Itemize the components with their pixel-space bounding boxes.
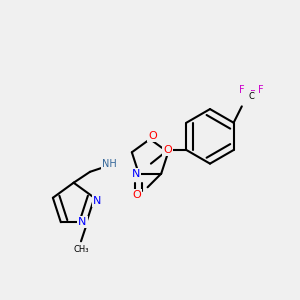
Text: NH: NH <box>102 159 116 169</box>
Text: C: C <box>248 92 254 101</box>
Text: O: O <box>163 145 172 155</box>
Text: F: F <box>258 85 264 95</box>
Text: N: N <box>93 196 101 206</box>
Text: O: O <box>148 131 157 141</box>
Text: N: N <box>78 217 87 227</box>
Text: O: O <box>132 190 141 200</box>
Text: F: F <box>239 85 244 95</box>
Text: N: N <box>132 169 140 178</box>
Text: F: F <box>250 91 256 100</box>
Text: CH₃: CH₃ <box>73 245 89 254</box>
